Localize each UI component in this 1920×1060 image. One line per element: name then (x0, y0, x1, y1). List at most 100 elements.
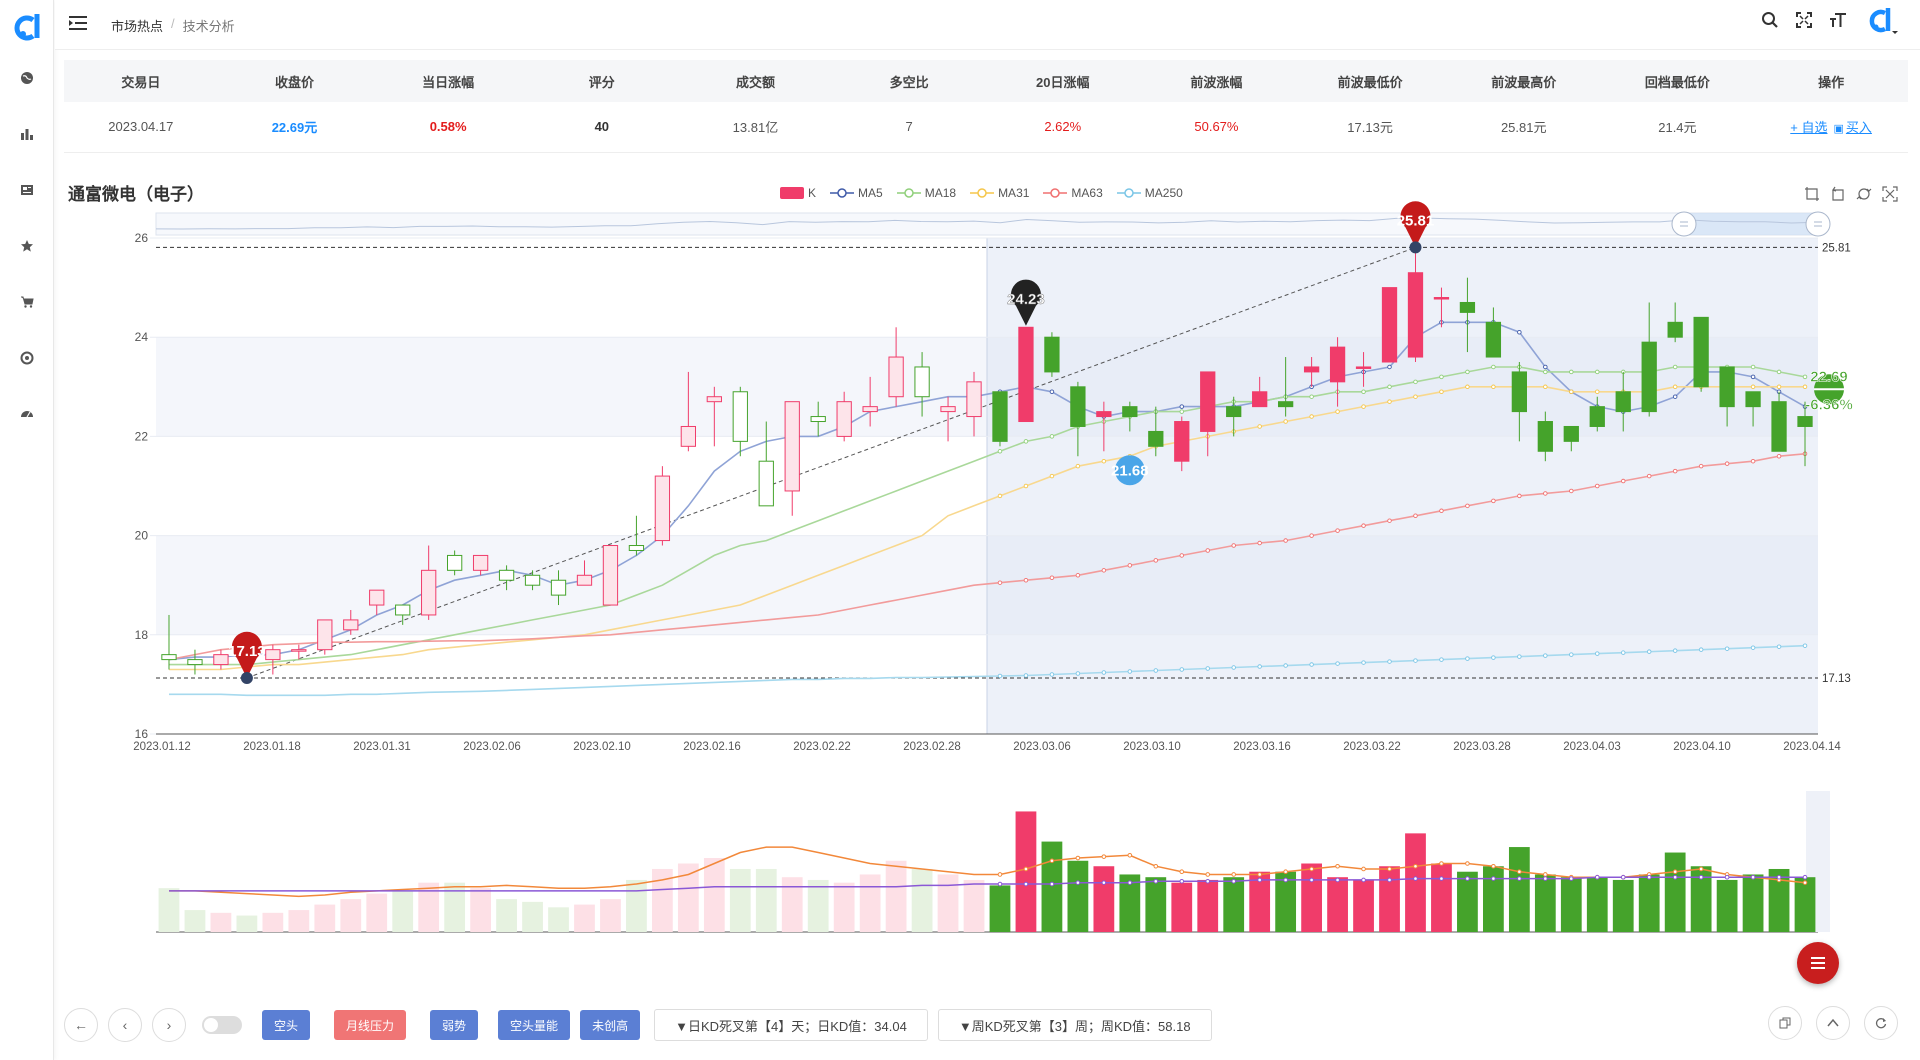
ma-point-ma18 (1776, 369, 1782, 375)
cart-icon[interactable] (17, 292, 37, 312)
ma-point-ma250 (997, 673, 1003, 679)
candle-body (213, 654, 229, 666)
volume-line-point (1439, 861, 1444, 866)
tag-monthly-pressure[interactable]: 月线压力 (334, 1010, 407, 1040)
ma-point-ma31 (1672, 384, 1678, 390)
volume-bar (1638, 874, 1660, 932)
navigator-handle-left[interactable] (1671, 211, 1697, 237)
candle-body (1407, 272, 1424, 358)
menu-toggle-icon[interactable] (69, 15, 87, 31)
tag-no-new-high[interactable]: 未创高 (580, 1010, 641, 1040)
price-marker-pin (1010, 279, 1041, 326)
price-marker: 17.13 (228, 631, 266, 684)
legend-item-k[interactable]: K (780, 186, 816, 200)
legend-item-ma250[interactable]: MA250 (1116, 186, 1183, 200)
candle-body (914, 366, 930, 398)
restore-icon[interactable] (1856, 186, 1872, 202)
user-avatar[interactable] (1862, 8, 1902, 34)
copy-icon[interactable] (1768, 1006, 1802, 1040)
candle-body (576, 574, 593, 586)
globe-icon[interactable] (17, 68, 37, 88)
volume-line-point (1491, 876, 1496, 881)
font-size-icon[interactable] (1828, 10, 1848, 30)
fullscreen-icon[interactable] (1794, 10, 1814, 30)
volume-line-point (1387, 866, 1392, 872)
cell-amount: 13.81亿 (678, 102, 833, 153)
ma-point-ma5 (1049, 389, 1055, 395)
ma-point-ma31 (1802, 384, 1808, 390)
refresh-icon[interactable] (1864, 1006, 1898, 1040)
ma-point-ma18 (1672, 364, 1678, 370)
mode-toggle[interactable] (202, 1016, 242, 1034)
menu-fab-button[interactable] (1797, 942, 1839, 984)
volume-bar (1119, 874, 1141, 932)
news-icon[interactable] (17, 180, 37, 200)
breadcrumb: 市场热点 / 技术分析 (111, 16, 235, 35)
candle-body (1693, 316, 1709, 388)
volume-bar (1067, 860, 1089, 932)
ma-point-ma63 (1517, 493, 1522, 499)
chart-legend: K MA5 MA18 MA31 MA63 MA250 (780, 186, 1183, 200)
candle-body (1485, 321, 1502, 358)
volume-bar (392, 890, 414, 932)
fit-screen-icon[interactable] (1882, 186, 1898, 202)
tag-weak[interactable]: 弱势 (430, 1010, 479, 1040)
ma-point-ma18 (1023, 439, 1029, 444)
volume-line-point (997, 872, 1003, 877)
x-tick-label: 2023.03.10 (1123, 741, 1181, 753)
prev-button[interactable]: ‹ (108, 1008, 142, 1042)
candle-body (1563, 425, 1579, 442)
legend-item-ma5[interactable]: MA5 (830, 186, 883, 200)
candle-body (940, 406, 956, 413)
candlestick-chart[interactable]: 16 18 20 22 24 26 2023.01.12 2023.01.18 2023.01.… (0, 0, 1920, 1000)
candle-body (1070, 386, 1086, 427)
volume-line-point (1517, 869, 1522, 875)
candle-body (446, 554, 463, 571)
search-icon[interactable] (1760, 10, 1780, 30)
target-icon[interactable] (17, 348, 37, 368)
ma-point-ma63 (1023, 577, 1029, 583)
volume-line-point (1750, 874, 1756, 880)
dashboard-icon[interactable] (17, 404, 37, 424)
legend-item-ma31[interactable]: MA31 (970, 186, 1029, 200)
volume-line-point (1075, 880, 1081, 885)
ma-point-ma250 (1569, 652, 1574, 657)
volume-bar (1664, 852, 1686, 932)
ma-point-ma31 (1101, 458, 1107, 464)
last-price-value: 22.69 (1810, 368, 1848, 385)
volume-line-point (1543, 876, 1548, 881)
ma-point-ma250 (1595, 651, 1600, 656)
bottom-control-bar: ← ‹ › 空头 月线压力 弱势 空头量能 未创高 ▼日KD死叉第【4】天；日K… (64, 1006, 1212, 1044)
app-logo[interactable] (9, 8, 45, 44)
star-icon[interactable] (17, 236, 37, 256)
breadcrumb-home[interactable]: 市场热点 (111, 19, 164, 34)
volume-bar (1405, 833, 1426, 932)
tag-bear[interactable]: 空头 (262, 1010, 311, 1040)
zoom-reset-icon[interactable] (1830, 186, 1846, 202)
legend-label-ma63: MA63 (1071, 186, 1103, 200)
table-header-row: 交易日 收盘价 当日涨幅 评分 成交额 多空比 20日涨幅 前波涨幅 前波最低价… (64, 60, 1908, 102)
buy-link[interactable]: 买入 (1845, 120, 1872, 136)
tag-bear-volume[interactable]: 空头量能 (498, 1010, 571, 1040)
legend-item-ma63[interactable]: MA63 (1043, 186, 1103, 200)
ma-point-ma31 (1776, 384, 1782, 390)
ma-point-ma31 (1361, 404, 1366, 409)
ma-point-ma31 (1387, 399, 1392, 404)
zoom-area-icon[interactable] (1804, 186, 1820, 202)
back-arrow-button[interactable]: ← (64, 1008, 98, 1042)
sidebar (0, 0, 54, 1060)
bar-chart-icon[interactable] (17, 124, 37, 144)
next-button[interactable]: › (152, 1008, 186, 1042)
volume-line-point (1491, 863, 1496, 869)
volume-bar (833, 882, 855, 932)
navigator-handle-right[interactable] (1805, 211, 1831, 237)
ma-point-ma250 (1049, 672, 1055, 677)
legend-item-ma18[interactable]: MA18 (896, 186, 956, 200)
candle-body (1771, 401, 1787, 452)
volume-line-point (1153, 879, 1159, 884)
ma-point-ma250 (1776, 644, 1782, 649)
ma-point-ma63 (1620, 478, 1626, 484)
x-tick-label: 2023.04.10 (1673, 741, 1731, 753)
scroll-top-icon[interactable] (1816, 1006, 1850, 1040)
add-watchlist-link[interactable]: + 自选 (1790, 120, 1828, 136)
